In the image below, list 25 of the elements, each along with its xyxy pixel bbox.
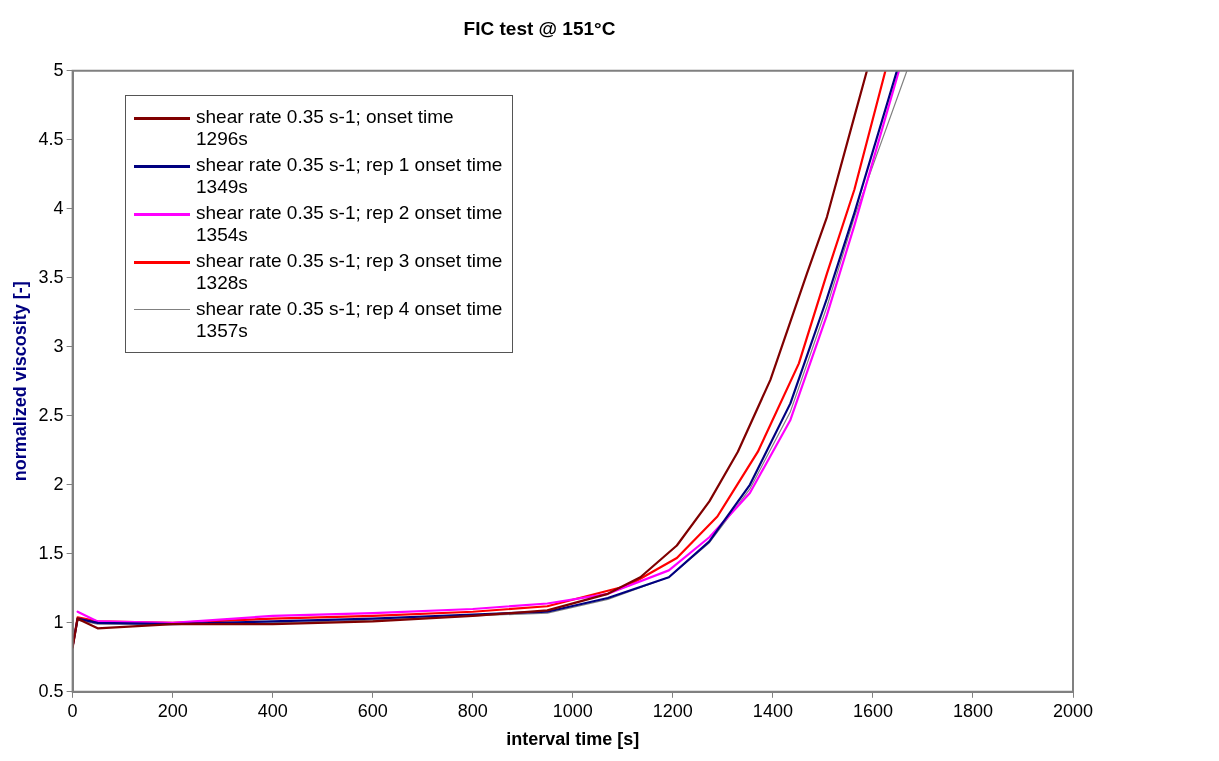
x-tick-label: 1200 bbox=[652, 700, 693, 721]
y-tick-label: 0.5 bbox=[38, 680, 64, 701]
legend-label: shear rate 0.35 s-1; rep 4 onset time 1357s bbox=[196, 298, 504, 342]
chart-title: FIC test @ 151°C bbox=[463, 17, 616, 39]
x-tick-label: 800 bbox=[457, 700, 488, 721]
y-tick-label: 3 bbox=[53, 335, 64, 356]
x-tick-label: 1800 bbox=[952, 700, 993, 721]
x-tick-label: 1400 bbox=[752, 700, 793, 721]
y-tick-label: 4.5 bbox=[38, 128, 64, 149]
y-tick-label: 4 bbox=[53, 197, 64, 218]
x-tick-label: 1000 bbox=[552, 700, 593, 721]
y-tick-label: 3.5 bbox=[38, 266, 64, 287]
y-axis-title: normalized viscosity [-] bbox=[9, 281, 30, 482]
y-tick-label: 5 bbox=[53, 59, 64, 80]
x-tick-label: 1600 bbox=[852, 700, 893, 721]
x-tick-label: 400 bbox=[257, 700, 288, 721]
x-tick-label: 600 bbox=[357, 700, 388, 721]
y-tick-label: 1.5 bbox=[38, 542, 64, 563]
y-tick-label: 2.5 bbox=[38, 404, 64, 425]
x-tick-label: 200 bbox=[157, 700, 188, 721]
x-axis-title: interval time [s] bbox=[506, 729, 640, 750]
y-tick-label: 1 bbox=[53, 611, 64, 632]
x-tick-label: 2000 bbox=[1052, 700, 1094, 721]
y-tick-label: 2 bbox=[53, 473, 64, 494]
x-tick-label: 0 bbox=[67, 700, 78, 721]
